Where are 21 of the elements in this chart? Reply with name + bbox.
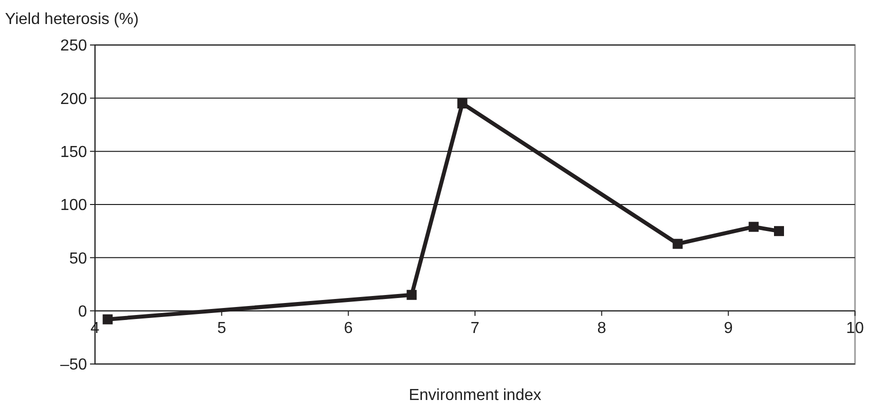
point [774, 226, 784, 236]
y-tick-label: 200 [60, 90, 88, 108]
x-tick-label: 6 [344, 320, 353, 337]
y-tick-label: –50 [60, 356, 88, 374]
x-tick-label: 9 [724, 320, 733, 337]
y-tick-label: 150 [60, 144, 88, 161]
y-tick-label: 250 [60, 38, 88, 55]
x-tick-label: 8 [597, 320, 606, 337]
point [406, 290, 417, 300]
y-tick-label: 100 [60, 197, 88, 214]
x-axis-title: Environment index [408, 387, 542, 404]
y-axis-title: Yield heterosis (%) [5, 11, 139, 28]
y-tick-label: 0 [78, 303, 88, 320]
point [457, 98, 468, 108]
x-tick-label: 5 [217, 320, 226, 337]
x-tick-label: 10 [846, 320, 864, 337]
x-tick-label: 7 [470, 320, 480, 337]
point [748, 222, 759, 232]
y-tick-label: 50 [69, 250, 88, 268]
point [672, 238, 683, 249]
point [102, 314, 113, 324]
